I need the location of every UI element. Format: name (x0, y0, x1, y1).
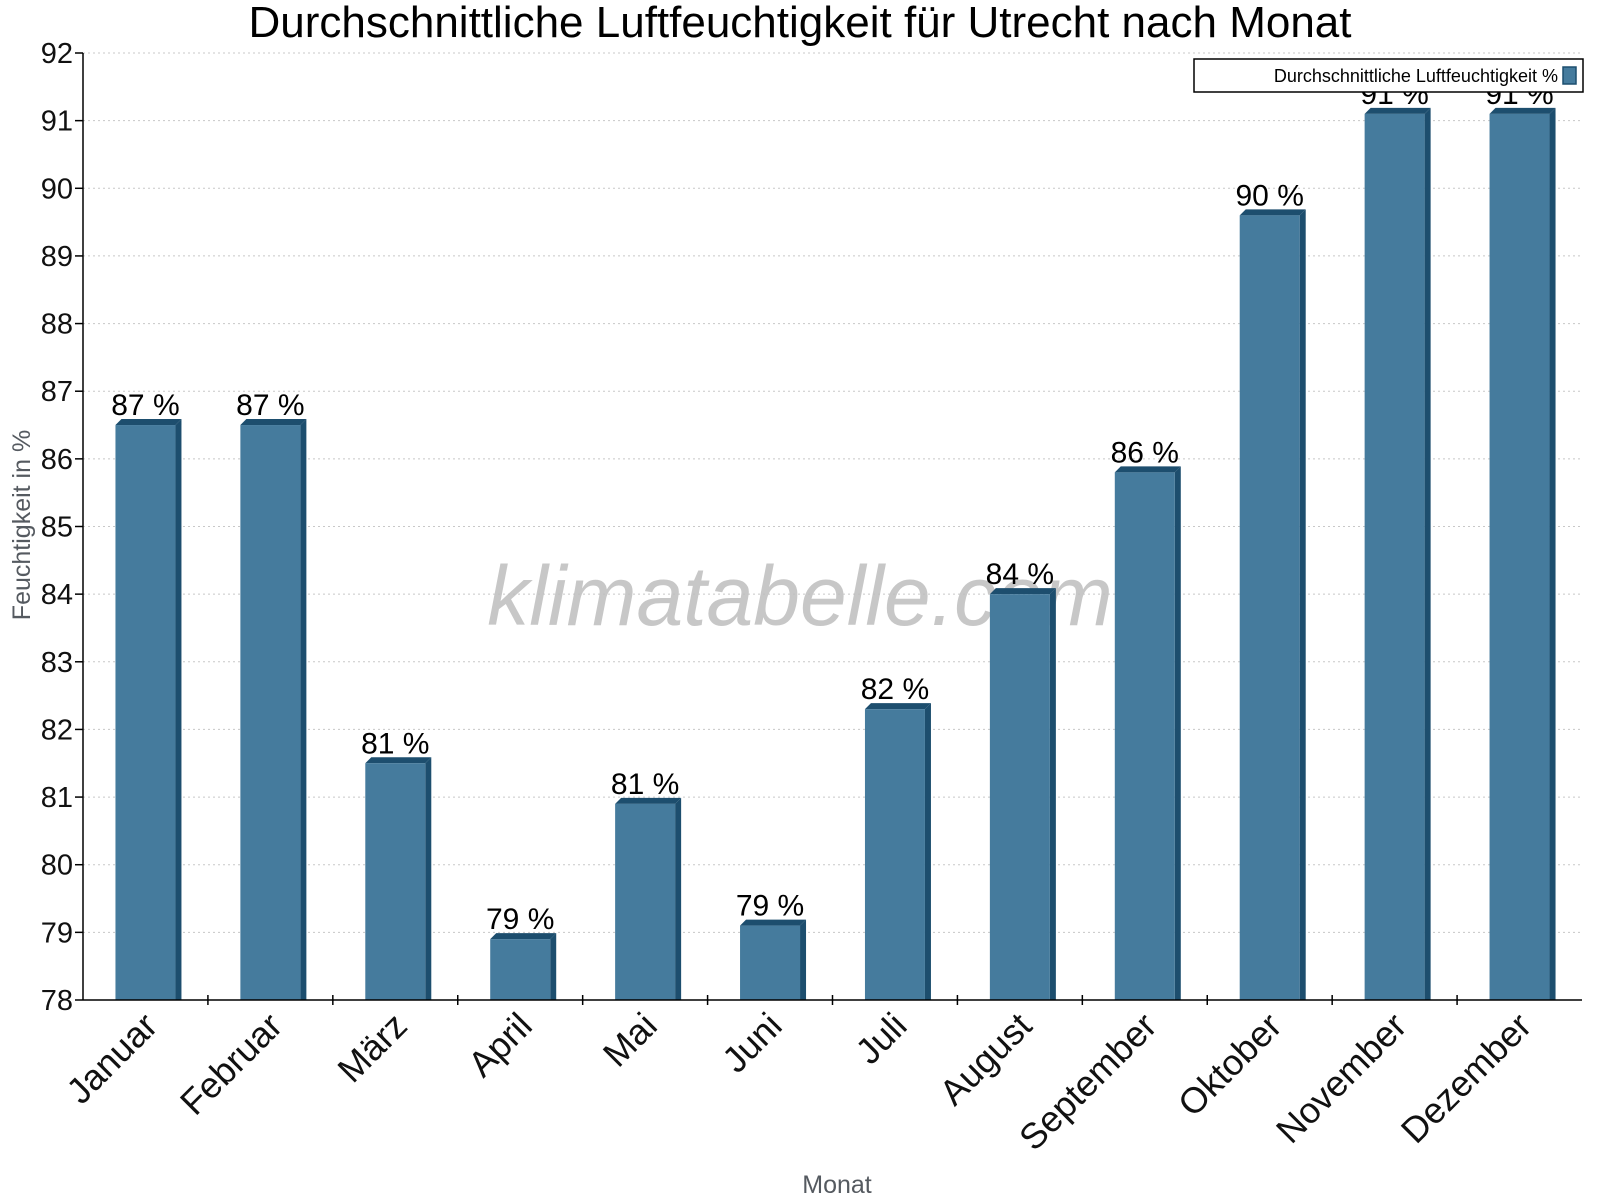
data-label: 87 % (236, 389, 304, 422)
x-axis-title: Monat (802, 1171, 872, 1199)
bar-side (550, 933, 557, 1000)
bar (1489, 113, 1550, 1001)
bar-top (1114, 466, 1181, 473)
bar-september (1114, 466, 1181, 1000)
y-tick-label: 80 (41, 850, 73, 882)
bar (864, 709, 925, 1000)
y-tick-label: 84 (41, 579, 73, 611)
bar (615, 803, 676, 1000)
axes (75, 52, 1582, 1005)
y-tick-label: 86 (41, 444, 73, 476)
x-tick-label: April (460, 1005, 540, 1085)
bar-side (1299, 209, 1306, 1001)
data-label: 81 % (361, 727, 429, 760)
x-tick-label: Oktober (1170, 1005, 1290, 1125)
bar-juni (740, 919, 807, 1000)
grid-lines (83, 52, 1582, 933)
y-tick-label: 87 (41, 376, 73, 408)
bar-side (1174, 466, 1181, 1000)
bar (1114, 472, 1175, 1000)
x-tick-label: Juli (847, 1005, 914, 1072)
bar-side (1424, 107, 1431, 1001)
x-tick-label: November (1268, 1005, 1414, 1151)
data-label: 86 % (1111, 436, 1179, 469)
bar (365, 763, 426, 1000)
bar-mai (615, 797, 682, 1000)
bar-februar (240, 419, 307, 1000)
y-tick-label: 91 (41, 106, 73, 138)
y-tick-label: 78 (41, 985, 73, 1017)
x-tick-labels: Januar Februar März April Mai Juni Juli AugustS… (58, 1005, 1539, 1159)
bar-side (425, 757, 432, 1000)
data-label: 81 % (611, 768, 679, 801)
bar (115, 425, 176, 1000)
bar (989, 594, 1050, 1000)
bar-märz (365, 757, 432, 1000)
x-tick-label: Juni (714, 1005, 790, 1081)
data-label: 82 % (861, 673, 929, 706)
y-tick-label: 89 (41, 241, 73, 273)
bar-side (924, 703, 931, 1000)
bar-top (490, 933, 557, 940)
data-labels: 87 % 87 % 81 % 79 % 81 % 79 % 82 % 84 % 86 % 90 %… (111, 78, 1553, 936)
bar-top (115, 419, 182, 426)
y-tick-label: 81 (41, 782, 73, 814)
bar-top (989, 588, 1056, 595)
bar-top (1489, 107, 1556, 114)
data-label: 87 % (111, 389, 179, 422)
legend-label: Durchschnittliche Luftfeuchtigkeit % (1274, 66, 1558, 86)
data-label: 90 % (1236, 179, 1304, 212)
legend-swatch (1562, 66, 1577, 85)
y-tick-label: 92 (41, 38, 73, 70)
y-tick-label: 88 (41, 309, 73, 341)
bar-top (1364, 107, 1431, 114)
bar-side (675, 797, 682, 1000)
legend-box (1193, 58, 1584, 93)
bar (490, 939, 551, 1000)
data-label: 79 % (736, 890, 804, 923)
y-tick-label: 79 (41, 917, 73, 949)
bar-top (615, 797, 682, 804)
x-tick-label: September (1011, 1005, 1165, 1159)
bar (240, 425, 301, 1000)
bar-januar (115, 419, 182, 1000)
bar-top (240, 419, 307, 426)
x-tick-label: Januar (58, 1005, 165, 1112)
bar-dezember (1489, 107, 1556, 1001)
bar-series (115, 107, 1556, 1001)
y-axis-title: Feuchtigkeit in % (8, 430, 36, 620)
data-label: 79 % (486, 903, 554, 936)
bar-side (300, 419, 307, 1000)
bar-side (1049, 588, 1056, 1000)
bar-top (864, 703, 931, 710)
bar (740, 925, 801, 1000)
x-tick-label: Mai (595, 1005, 665, 1075)
bar-oktober (1239, 209, 1306, 1001)
bar-juli (864, 703, 931, 1000)
bar-side (800, 919, 807, 1000)
y-tick-label: 90 (41, 173, 73, 205)
bar-side (175, 419, 182, 1000)
chart-title: Durchschnittliche Luftfeuchtigkeit für U… (249, 0, 1352, 47)
bar-top (740, 919, 807, 926)
x-tick-label: Februar (172, 1005, 290, 1123)
y-tick-label: 83 (41, 647, 73, 679)
y-tick-label: 82 (41, 714, 73, 746)
bar-august (989, 588, 1056, 1000)
y-tick-label: 85 (41, 512, 73, 544)
x-tick-label: Dezember (1393, 1005, 1539, 1151)
y-tick-labels: 78 79 80 81 82 83 84 85 86 87 88 89 90 91 92 (41, 38, 73, 1017)
data-label: 84 % (986, 558, 1054, 591)
bar-side (1549, 107, 1556, 1001)
bar (1364, 113, 1425, 1001)
bar-november (1364, 107, 1431, 1001)
x-tick-label: März (329, 1005, 415, 1091)
bar-april (490, 933, 557, 1000)
bar-top (1239, 209, 1306, 216)
legend: Durchschnittliche Luftfeuchtigkeit % (1193, 58, 1584, 93)
bar (1239, 215, 1300, 1001)
x-tick-label: August (931, 1005, 1039, 1113)
bar-top (365, 757, 432, 764)
